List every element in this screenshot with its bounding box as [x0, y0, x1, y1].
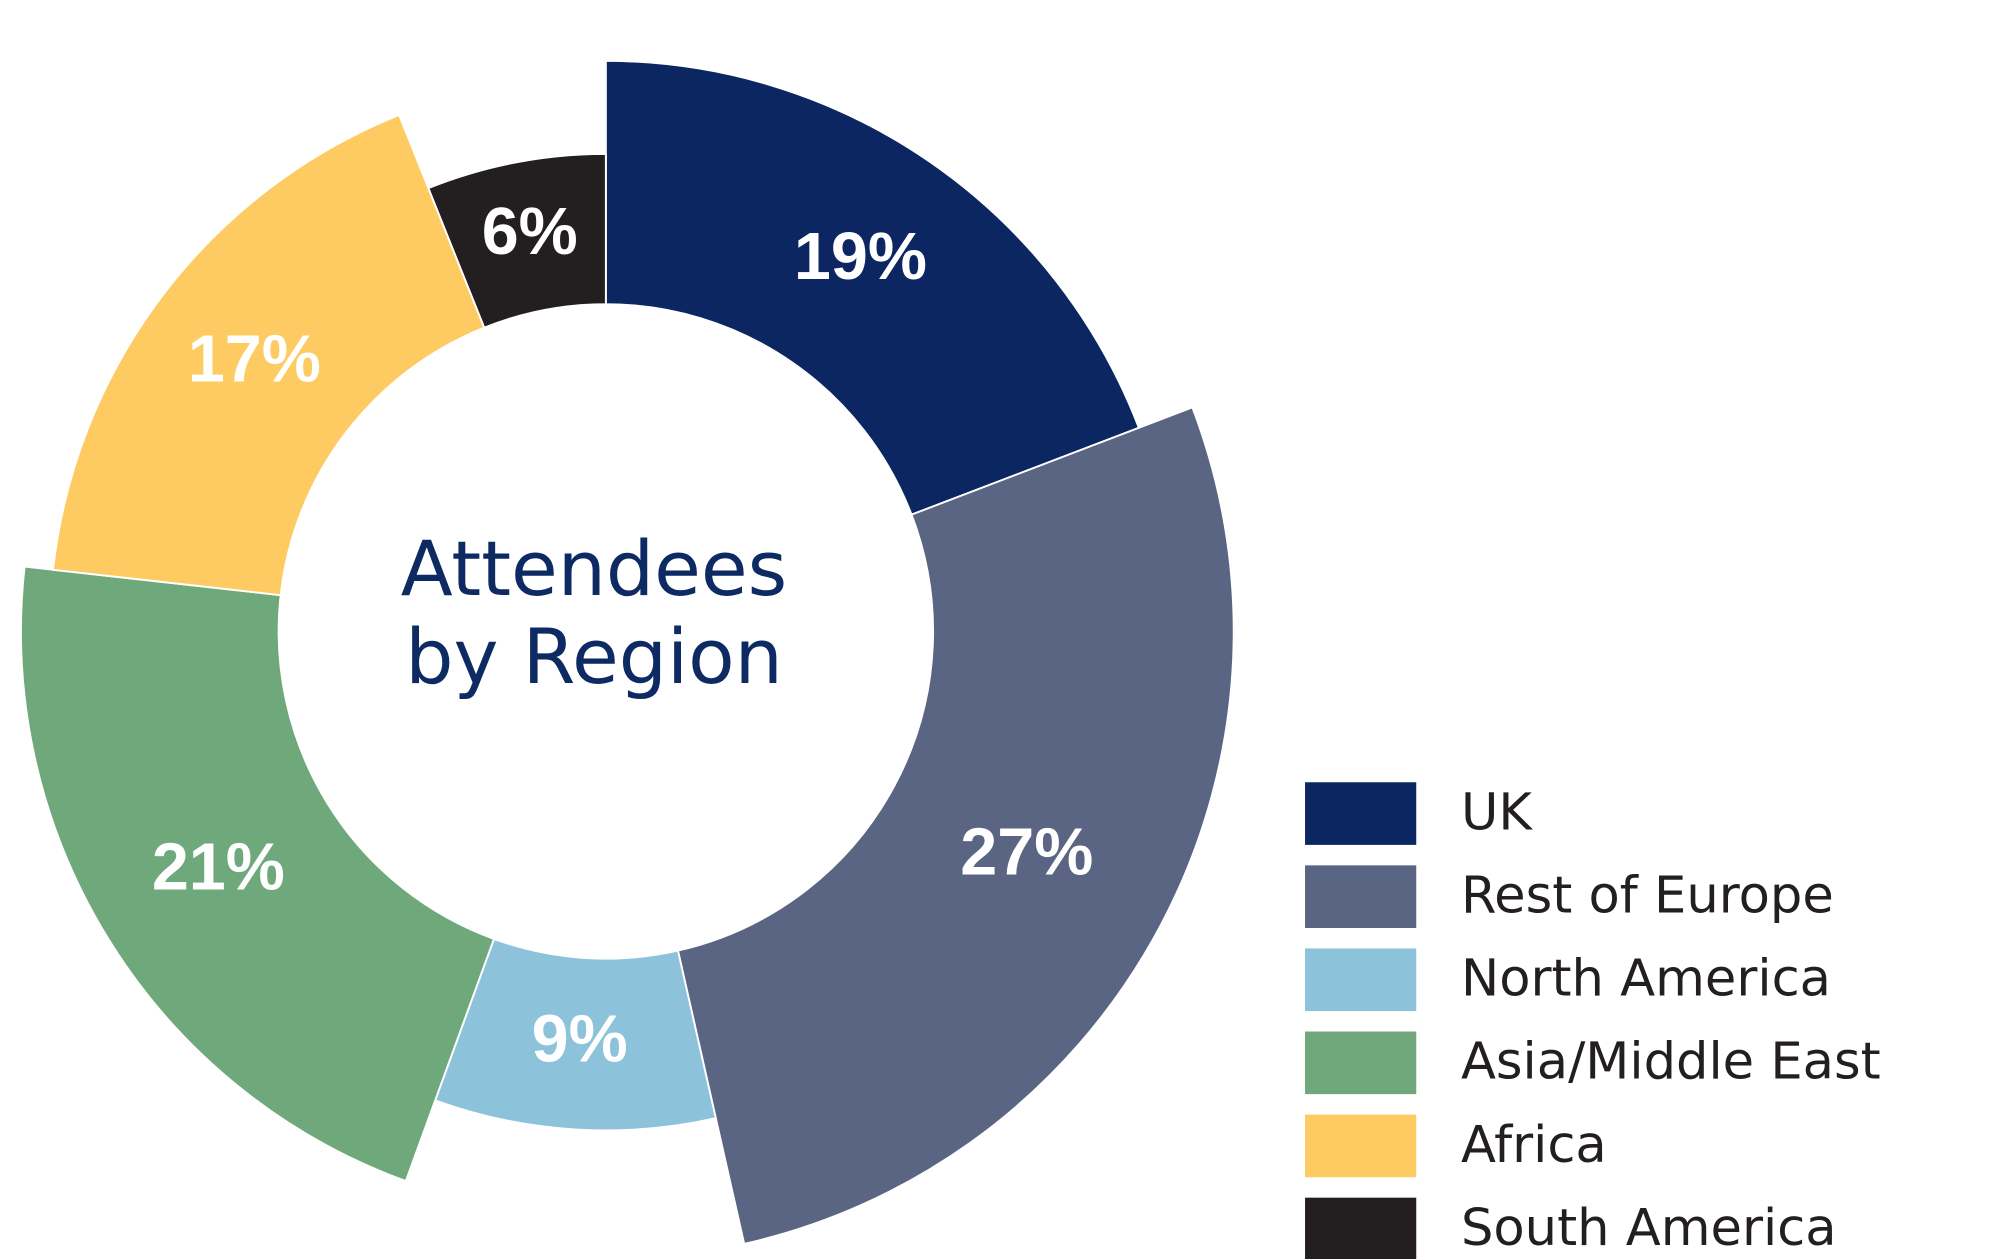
- value-label: 6%: [482, 195, 578, 269]
- value-label: 27%: [960, 816, 1093, 890]
- legend-swatch: [1305, 1197, 1417, 1259]
- legend-label: UK: [1461, 783, 1533, 842]
- pie-slice: [427, 152, 607, 329]
- legend-label: North America: [1461, 950, 1831, 1009]
- legend-label: Asia/Middle East: [1461, 1033, 1881, 1092]
- legend-swatch: [1305, 782, 1417, 845]
- pie-slice: [676, 406, 1235, 1246]
- legend-swatch: [1305, 948, 1417, 1012]
- legend-label: South America: [1461, 1199, 1837, 1258]
- legend-label: Rest of Europe: [1461, 867, 1834, 926]
- pie-slice: [51, 113, 486, 597]
- plot: 19% 27% 9% 21% 17% 6% UK Rest of Europe North Am…: [20, 59, 1881, 1259]
- value-label: 21%: [152, 830, 285, 904]
- pie-slice: [20, 565, 496, 1183]
- value-label: 19%: [794, 220, 927, 294]
- chart-title: Attendees by Region: [400, 524, 788, 701]
- pie-slice: [604, 59, 1141, 516]
- legend-swatch: [1305, 865, 1417, 928]
- value-label: 9%: [532, 1002, 628, 1076]
- legend-swatch: [1305, 1031, 1417, 1095]
- legend-label: Africa: [1461, 1116, 1607, 1175]
- value-label: 17%: [188, 322, 321, 396]
- legend-swatch: [1305, 1114, 1417, 1178]
